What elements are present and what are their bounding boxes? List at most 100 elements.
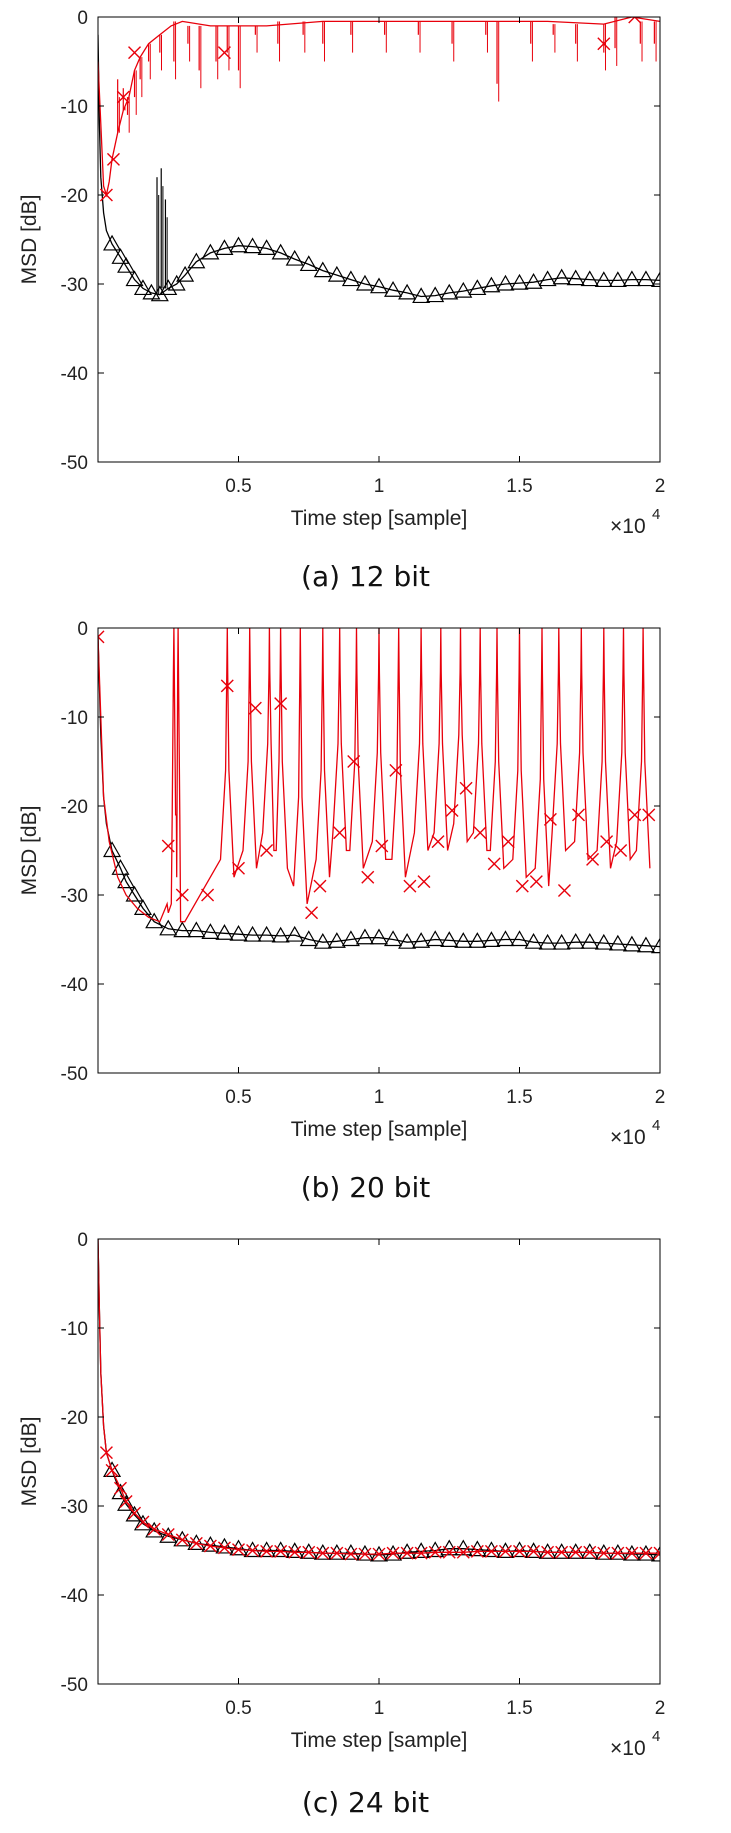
x-marker [541,1545,555,1559]
triangle-marker [111,248,130,264]
triangle-marker [594,271,613,288]
x-marker [611,1546,625,1560]
triangle-marker [257,239,276,255]
y-tick-label: -50 [61,1675,88,1696]
triangle-marker [125,270,144,287]
triangle-marker [524,1542,543,1558]
triangle-marker [111,859,130,875]
y-tick-label: -40 [61,975,88,996]
triangle-marker [496,1542,515,1558]
triangle-marker [257,1541,276,1558]
triangle-marker [117,1495,136,1511]
triangle-marker [117,256,136,273]
series-line [98,1239,660,1555]
triangle-marker [271,1541,290,1558]
x-marker [274,1544,288,1558]
x-marker [361,870,375,884]
x-marker [260,844,274,857]
y-tick-label: 0 [77,619,88,640]
x-marker [470,1544,484,1558]
x-marker [260,1544,274,1558]
x-marker [473,826,487,840]
x-marker [487,857,501,871]
x-tick-label: 1.5 [506,1087,532,1108]
triangle-marker [482,276,501,293]
triangle-marker [496,930,515,947]
triangle-marker [426,286,445,303]
x-marker [543,812,557,826]
x-marker [119,1495,133,1509]
x-marker [161,1527,175,1541]
x-marker [189,1536,203,1550]
x-marker [459,781,473,795]
triangle-marker [384,281,403,297]
triangle-marker [167,274,186,291]
x-marker [330,1546,344,1560]
x-multiplier-label: ×10 [610,1737,646,1760]
x-marker [246,1544,260,1557]
x-marker [344,1547,358,1561]
triangle-marker [482,931,501,947]
triangle-marker [468,932,487,948]
triangle-marker [187,252,206,269]
x-exponent-label: 4 [652,1728,660,1745]
triangle-marker [566,269,585,286]
y-tick-label: -10 [61,97,88,118]
x-axis-label: Time step [sample] [291,1729,468,1752]
triangle-marker [215,1537,234,1554]
triangle-marker [650,1545,660,1562]
triangle-marker [327,932,346,948]
triangle-marker [201,1535,220,1552]
x-marker [653,1546,660,1560]
triangle-marker [566,1543,585,1559]
triangle-marker [412,1542,431,1558]
triangle-marker [454,932,473,948]
triangle-marker [510,930,529,947]
triangle-marker [173,921,192,938]
x-marker [147,1522,161,1536]
triangle-marker [384,930,403,947]
triangle-marker [103,1461,122,1477]
plot-area [98,628,660,954]
x-marker [105,1463,119,1477]
x-exponent-label: 4 [652,1117,660,1134]
x-marker [220,679,234,693]
triangle-marker [355,1544,374,1561]
chart-24bit: 0 -10 -20 -30 -40 -50 0.5 1 1.5 2 Time step [sampl… [18,1230,665,1760]
triangle-marker [468,279,487,296]
triangle-marker [552,268,571,285]
x-marker [569,1545,583,1559]
x-marker [614,844,628,857]
x-marker [358,1547,372,1561]
triangle-marker [650,937,660,954]
x-marker [288,1545,302,1559]
triangle-marker [243,925,262,942]
triangle-marker [440,931,459,947]
triangle-marker [622,935,641,952]
x-tick-label: 1.5 [506,476,532,497]
triangle-marker [412,932,431,948]
triangle-marker [187,921,206,938]
triangle-marker [355,928,374,945]
triangle-marker [341,1543,360,1560]
x-marker [597,1546,611,1560]
triangle-marker [215,924,234,940]
x-marker [642,808,656,822]
triangle-marker [133,899,152,915]
x-tick-label: 1 [374,476,385,497]
y-tick-label: -50 [61,1064,88,1085]
triangle-marker [496,274,515,291]
x-marker [600,835,614,849]
triangle-marker [243,237,262,254]
x-exponent-label: 4 [652,506,660,523]
x-marker [136,1515,150,1529]
x-marker [99,1446,113,1460]
x-marker [201,888,215,902]
x-marker [274,697,288,711]
triangle-marker [341,270,360,287]
y-tick-label: -20 [61,186,88,207]
triangle-marker [369,928,389,945]
triangle-marker [454,281,473,298]
series-line [98,1239,660,1556]
triangle-marker [313,1543,332,1560]
